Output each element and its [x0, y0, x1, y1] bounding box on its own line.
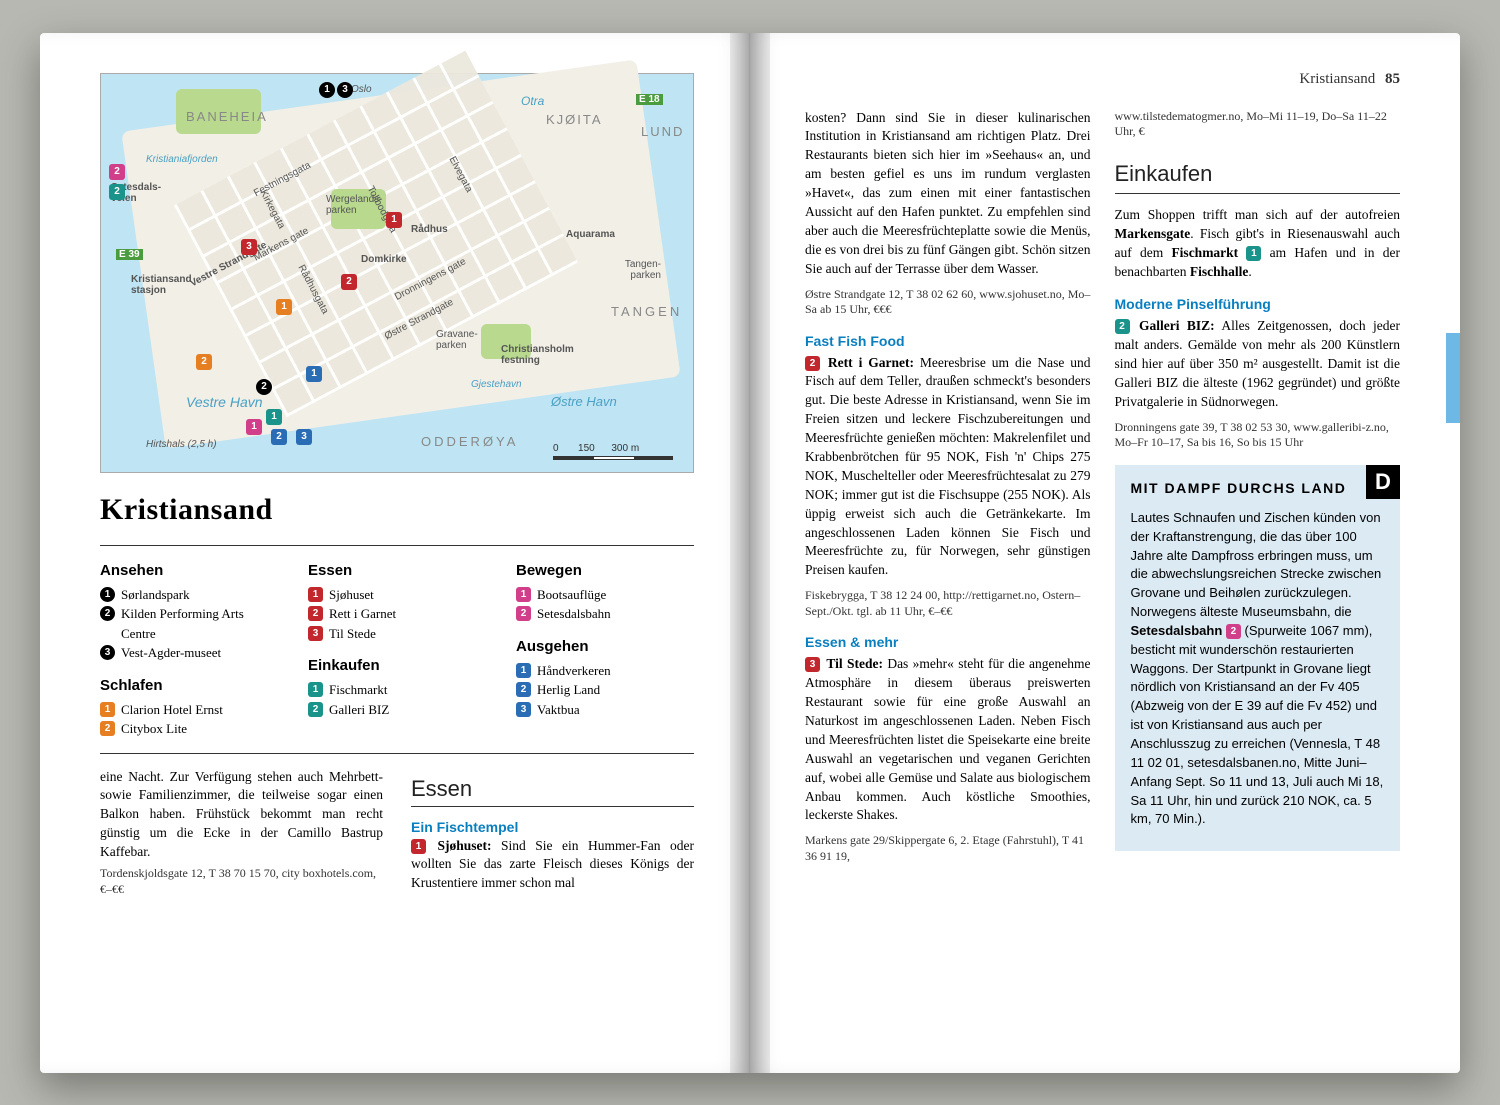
- map-marker: 1: [276, 299, 292, 315]
- legend: Ansehen 1Sørlandspark 2Kilden Performing…: [100, 545, 694, 754]
- map-label: Østre Havn: [551, 394, 617, 409]
- section-head: Essen: [411, 776, 694, 807]
- map-label: BANEHEIA: [186, 109, 268, 124]
- book-spread: BANEHEIA KJØITA LUND TANGEN ODDERØYA Ves…: [40, 33, 1460, 1073]
- running-head: Kristiansand 85: [1299, 71, 1400, 88]
- legend-head: Einkaufen: [308, 657, 486, 674]
- map-marker: 1: [306, 366, 322, 382]
- map-label: Christiansholm festning: [501, 344, 571, 366]
- sub-head: Moderne Pinselführung: [1115, 295, 1401, 315]
- legend-head: Essen: [308, 562, 486, 579]
- map-marker: 1: [246, 419, 262, 435]
- box-badge: D: [1366, 465, 1400, 499]
- entry: 2 Rett i Garnet: Meeresbrise um die Nase…: [805, 354, 1091, 581]
- legend-head: Bewegen: [516, 562, 694, 579]
- poi: Håndverkeren: [537, 661, 611, 681]
- page-left: BANEHEIA KJØITA LUND TANGEN ODDERØYA Ves…: [40, 33, 750, 1073]
- poi: Rett i Garnet: [329, 604, 396, 624]
- map-label: Gjestehavn: [471, 379, 522, 390]
- poi: Galleri BIZ: [329, 700, 389, 720]
- box-text: Lautes Schnaufen und Zischen künden von …: [1131, 509, 1385, 829]
- section-head: Einkaufen: [1115, 158, 1401, 194]
- page-title: Kristiansand: [100, 493, 694, 527]
- poi: Herlig Land: [537, 680, 600, 700]
- map-marker: 2: [109, 164, 125, 180]
- map-scale: 0 150 300 m: [553, 443, 673, 460]
- info-box: D MIT DAMPF DURCHS LAND Lautes Schnaufen…: [1115, 465, 1401, 851]
- map-marker: 2: [256, 379, 272, 395]
- sub-head: Ein Fischtempel: [411, 819, 694, 835]
- map-label: Kristianiafjorden: [146, 154, 218, 165]
- map-label: Domkirke: [361, 254, 407, 265]
- body-para: kosten? Dann sind Sie in dieser kulinari…: [805, 109, 1091, 279]
- map-label: Vestre Havn: [186, 394, 263, 410]
- map-marker: 2: [271, 429, 287, 445]
- map-label: KJØITA: [546, 112, 603, 127]
- poi: Sjøhuset: [329, 585, 374, 605]
- box-title: MIT DAMPF DURCHS LAND: [1131, 479, 1385, 499]
- map-label: Aquarama: [566, 229, 615, 240]
- poi: Til Stede: [329, 624, 376, 644]
- right-column-1: kosten? Dann sind Sie in dieser kulinari…: [805, 109, 1091, 865]
- map-marker: 2: [109, 184, 125, 200]
- map-marker: 1: [386, 212, 402, 228]
- city-map: BANEHEIA KJØITA LUND TANGEN ODDERØYA Ves…: [100, 73, 694, 473]
- poi: Vaktbua: [537, 700, 580, 720]
- entry: 2 Galleri BIZ: Alles Zeitgenossen, doch …: [1115, 317, 1401, 411]
- poi: Sørlandspark: [121, 585, 190, 605]
- detail-line: Østre Strandgate 12, T 38 02 62 60, www.…: [805, 287, 1091, 318]
- route-badge: E 18: [636, 94, 663, 105]
- poi: Fischmarkt: [329, 680, 388, 700]
- map-marker: 3: [296, 429, 312, 445]
- thumb-tab: [1446, 333, 1460, 423]
- entry: 3 Til Stede: Das »mehr« steht für die an…: [805, 655, 1091, 825]
- map-label: ODDERØYA: [421, 434, 518, 449]
- legend-head: Ansehen: [100, 562, 278, 579]
- sub-head: Essen & mehr: [805, 633, 1091, 653]
- detail-line: Fiskebrygga, T 38 12 24 00, http://retti…: [805, 588, 1091, 619]
- map-label: Oslo: [351, 84, 372, 95]
- entry: 1 Sjøhuset: Sind Sie ein Hummer-Fan oder…: [411, 837, 694, 894]
- map-marker: 1: [319, 82, 335, 98]
- poi: Kilden Performing Arts Centre: [121, 604, 278, 643]
- detail-line: www.tilstedematogmer.no, Mo–Mi 11–19, Do…: [1115, 109, 1401, 140]
- map-label: TANGEN: [611, 304, 682, 319]
- map-marker: 3: [241, 239, 257, 255]
- route-badge: E 39: [116, 249, 143, 260]
- map-marker: 1: [266, 409, 282, 425]
- poi: Bootsauflüge: [537, 585, 606, 605]
- poi: Vest-Agder-museet: [121, 643, 221, 663]
- detail-line: Markens gate 29/Skippergate 6, 2. Etage …: [805, 833, 1091, 864]
- right-column-2: www.tilstedematogmer.no, Mo–Mi 11–19, Do…: [1115, 109, 1401, 865]
- body-para: eine Nacht. Zur Verfügung stehen auch Me…: [100, 768, 383, 862]
- sub-head: Fast Fish Food: [805, 332, 1091, 352]
- map-label: LUND: [641, 124, 684, 139]
- poi: Setesdalsbahn: [537, 604, 611, 624]
- map-label: Rådhus: [411, 224, 448, 235]
- map-marker: 3: [337, 82, 353, 98]
- body-columns: eine Nacht. Zur Verfügung stehen auch Me…: [100, 768, 694, 898]
- map-label: Hirtshals (2,5 h): [146, 439, 217, 450]
- detail-line: Tordenskjoldsgate 12, T 38 70 15 70, cit…: [100, 866, 383, 897]
- map-label: Kristiansand stasjon: [131, 274, 186, 296]
- map-marker: 2: [341, 274, 357, 290]
- poi: Clarion Hotel Ernst: [121, 700, 223, 720]
- map-label: Gravane-parken: [436, 329, 476, 351]
- legend-head: Schlafen: [100, 677, 278, 694]
- map-label: Tangen-parken: [611, 259, 661, 281]
- legend-head: Ausgehen: [516, 638, 694, 655]
- body-para: Zum Shoppen trifft man sich auf der auto…: [1115, 206, 1401, 282]
- detail-line: Dronningens gate 39, T 38 02 53 30, www.…: [1115, 420, 1401, 451]
- map-label: Otra: [521, 94, 544, 108]
- page-right: Kristiansand 85 kosten? Dann sind Sie in…: [750, 33, 1460, 1073]
- map-marker: 2: [196, 354, 212, 370]
- poi: Citybox Lite: [121, 719, 187, 739]
